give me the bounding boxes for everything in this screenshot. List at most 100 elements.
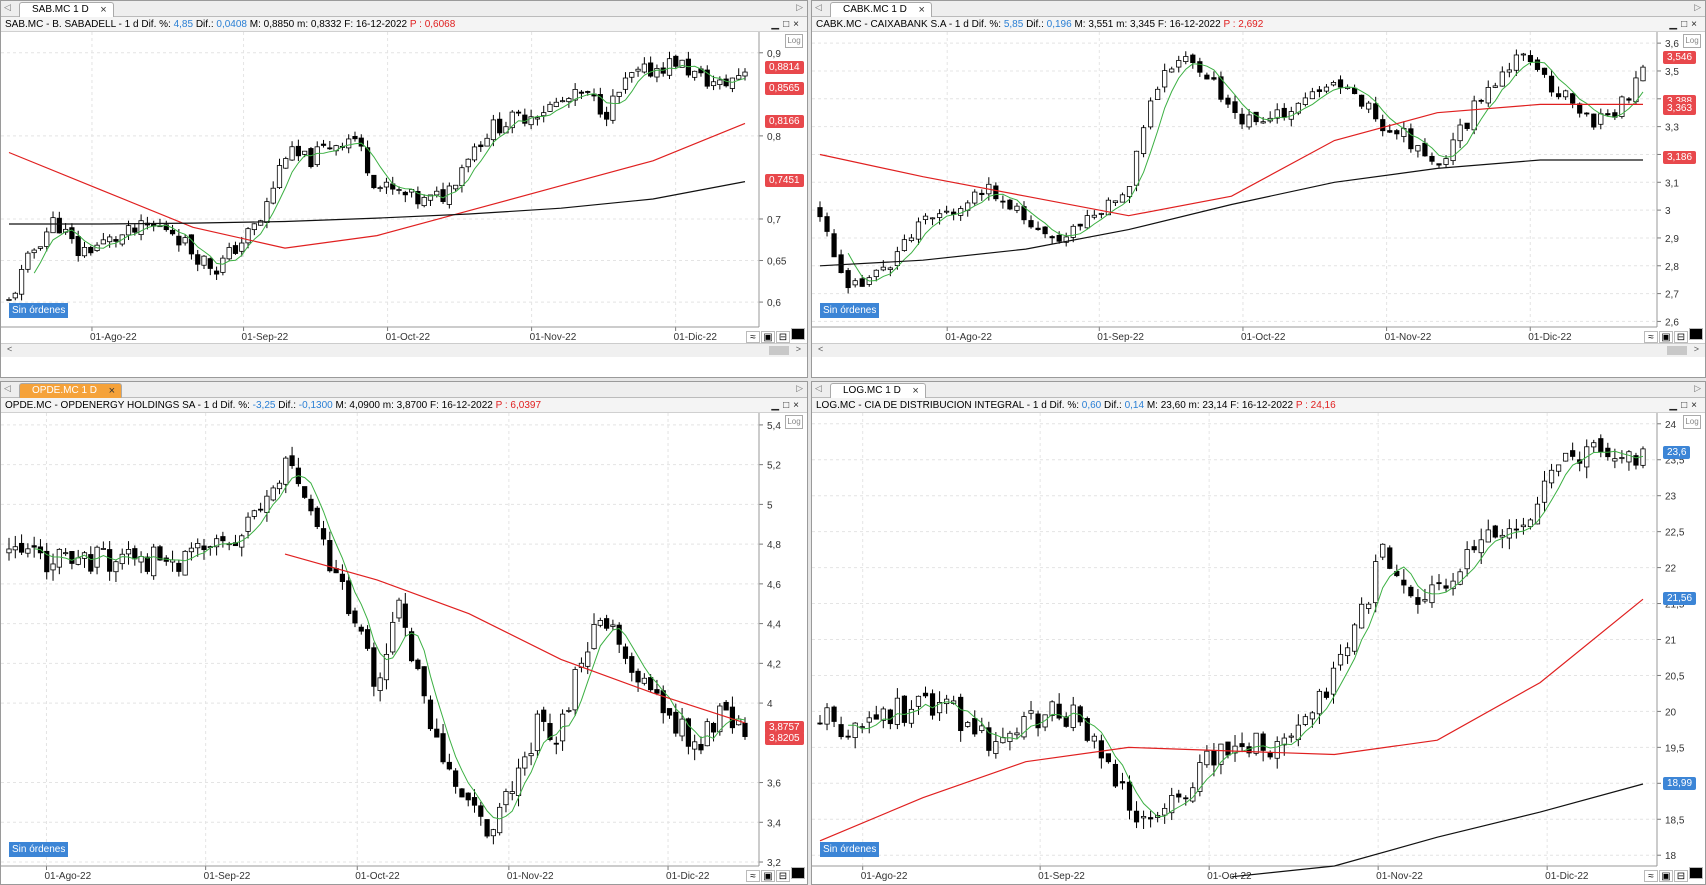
- candle-body: [1225, 97, 1231, 105]
- candle-body: [1513, 54, 1519, 71]
- y-tick-label: 20: [1665, 707, 1677, 718]
- maximize-icon[interactable]: □: [1681, 400, 1692, 411]
- save-icon[interactable]: ▣: [1659, 331, 1673, 343]
- minimize-icon[interactable]: ▁: [771, 400, 784, 411]
- candle-body: [88, 554, 94, 572]
- close-icon[interactable]: ×: [108, 385, 116, 397]
- indicator-icon[interactable]: ≈: [746, 331, 760, 343]
- minimize-icon[interactable]: ▁: [1669, 19, 1682, 30]
- scroll-left-icon[interactable]: <: [818, 344, 824, 354]
- candle-body: [1133, 810, 1140, 823]
- color-swatch-icon[interactable]: [1689, 328, 1703, 340]
- save-icon[interactable]: ▣: [761, 870, 775, 882]
- candle-body: [922, 692, 929, 697]
- tab-scroll-left-icon[interactable]: ◁: [815, 383, 822, 393]
- candle-body: [515, 111, 522, 114]
- tab-scroll-right-icon[interactable]: ▷: [1694, 2, 1701, 12]
- tab-scroll-right-icon[interactable]: ▷: [1694, 383, 1701, 393]
- chart-tab[interactable]: CABK.MC 1 D ×: [830, 2, 932, 17]
- candle-body: [31, 545, 37, 548]
- candle-body: [182, 550, 188, 576]
- scroll-thumb[interactable]: [769, 346, 789, 355]
- log-scale-toggle[interactable]: Log: [785, 34, 803, 48]
- chart-tab[interactable]: SAB.MC 1 D ×: [19, 2, 114, 17]
- chart-title-bar: OPDE.MC - OPDENERGY HOLDINGS SA - 1 d Di…: [1, 398, 807, 413]
- close-icon[interactable]: ×: [918, 4, 925, 16]
- indicator-icon[interactable]: ≈: [1644, 870, 1658, 882]
- close-icon[interactable]: ×: [793, 19, 803, 30]
- log-scale-toggle[interactable]: Log: [785, 415, 803, 429]
- candle-body: [566, 709, 572, 712]
- layout-icon[interactable]: ⊟: [776, 331, 790, 343]
- tab-scroll-left-icon[interactable]: ◁: [815, 2, 822, 12]
- candle-body: [936, 213, 943, 218]
- horizontal-scrollbar[interactable]: < >: [1, 343, 807, 357]
- candle-body: [880, 708, 886, 721]
- candle-body: [604, 618, 610, 629]
- indicator-icon[interactable]: ≈: [1644, 331, 1658, 343]
- tab-scroll-left-icon[interactable]: ◁: [4, 2, 11, 12]
- candle-body: [1548, 469, 1555, 484]
- save-icon[interactable]: ▣: [761, 331, 775, 343]
- chart-tab-label: OPDE.MC 1 D: [32, 385, 98, 396]
- chart-tab[interactable]: OPDE.MC 1 D ×: [19, 383, 123, 398]
- candle-body: [1253, 732, 1259, 754]
- tab-scroll-right-icon[interactable]: ▷: [796, 383, 803, 393]
- maximize-icon[interactable]: □: [783, 400, 794, 411]
- save-icon[interactable]: ▣: [1659, 870, 1673, 882]
- candle-body: [859, 726, 865, 728]
- candle-body: [859, 278, 865, 287]
- candle-body: [1415, 145, 1421, 152]
- candle-body: [440, 189, 446, 202]
- layout-icon[interactable]: ⊟: [1674, 870, 1688, 882]
- scroll-right-icon[interactable]: >: [1693, 344, 1699, 354]
- close-icon[interactable]: ×: [1691, 19, 1701, 30]
- candle-body: [1366, 603, 1372, 609]
- candle-body: [251, 223, 257, 231]
- candle-body: [880, 266, 886, 271]
- maximize-icon[interactable]: □: [783, 19, 794, 30]
- candle-body: [610, 95, 616, 121]
- close-icon[interactable]: ×: [912, 385, 919, 397]
- y-tick-label: 5,2: [767, 461, 781, 472]
- candle-body: [81, 247, 88, 257]
- close-icon[interactable]: ×: [793, 400, 803, 411]
- scroll-right-icon[interactable]: >: [795, 344, 801, 354]
- change-percent: 5,85: [1003, 19, 1024, 30]
- y-tick-label: 4,4: [767, 620, 781, 631]
- layout-icon[interactable]: ⊟: [1674, 331, 1688, 343]
- horizontal-scrollbar[interactable]: < >: [812, 343, 1705, 357]
- log-scale-toggle[interactable]: Log: [1683, 415, 1701, 429]
- candle-body: [18, 542, 25, 553]
- candle-body: [1626, 451, 1632, 463]
- color-swatch-icon[interactable]: [1689, 867, 1703, 879]
- close-icon[interactable]: ×: [100, 4, 107, 16]
- candle-body: [679, 59, 685, 68]
- price-badge: 3,186: [1663, 151, 1697, 165]
- candle-body: [1520, 524, 1527, 528]
- maximize-icon[interactable]: □: [1681, 19, 1692, 30]
- layout-icon[interactable]: ⊟: [776, 870, 790, 882]
- candle-body: [1028, 220, 1034, 228]
- candle-body: [1169, 68, 1175, 73]
- color-swatch-icon[interactable]: [791, 867, 805, 879]
- close-icon[interactable]: ×: [1691, 400, 1701, 411]
- chart-tab[interactable]: LOG.MC 1 D ×: [830, 383, 926, 398]
- tab-scroll-right-icon[interactable]: ▷: [796, 2, 803, 12]
- title-prefix: LOG.MC - CIA DE DISTRIBUCION INTEGRAL - …: [816, 400, 1082, 411]
- scroll-thumb[interactable]: [1667, 346, 1687, 355]
- indicator-icon[interactable]: ≈: [746, 870, 760, 882]
- y-tick-label: 5,4: [767, 421, 781, 432]
- minimize-icon[interactable]: ▁: [1669, 400, 1682, 411]
- x-tick-label: 01-Ago-22: [945, 332, 992, 343]
- scroll-left-icon[interactable]: <: [7, 344, 13, 354]
- candle-body: [1457, 124, 1463, 142]
- color-swatch-icon[interactable]: [791, 328, 805, 340]
- minimize-icon[interactable]: ▁: [771, 19, 784, 30]
- log-scale-toggle[interactable]: Log: [1683, 34, 1701, 48]
- tab-scroll-left-icon[interactable]: ◁: [4, 383, 11, 393]
- candle-body: [490, 829, 496, 837]
- candle-body: [838, 254, 844, 274]
- y-tick-label: 4,6: [767, 580, 781, 591]
- candle-body: [1471, 100, 1477, 131]
